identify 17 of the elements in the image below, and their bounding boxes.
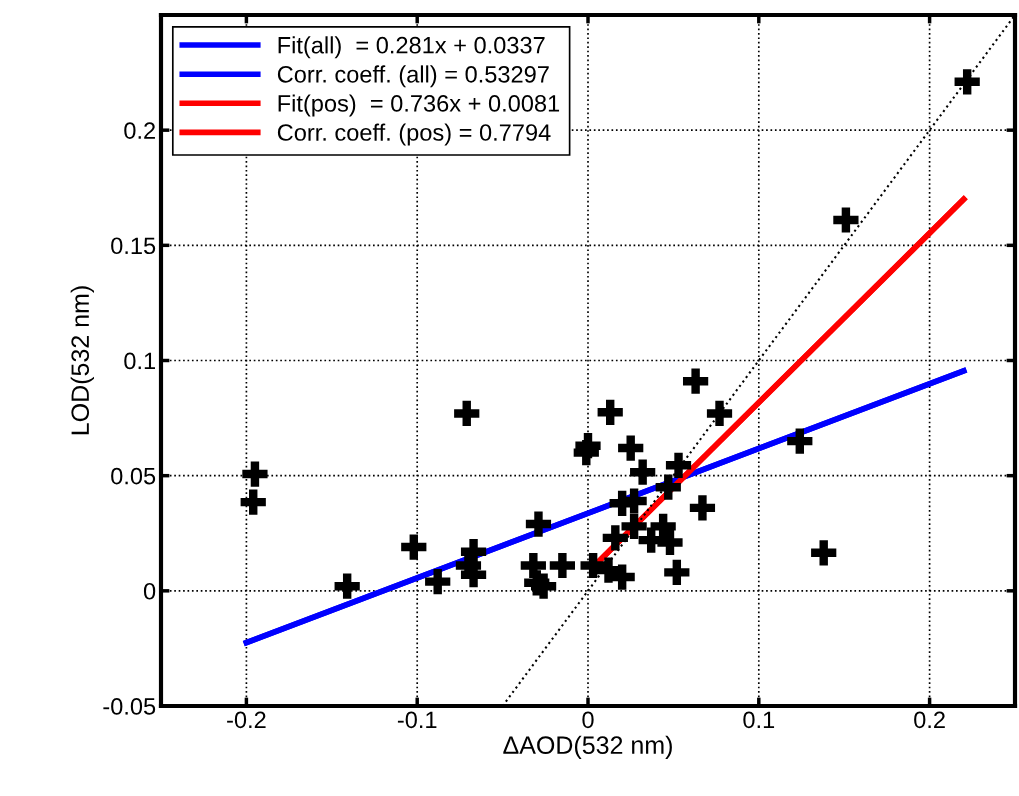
x-tick-label: -0.2 — [227, 711, 266, 729]
legend-label: Fit(all) = 0.281x + 0.0337 — [278, 36, 545, 59]
x-tick-label: 0.2 — [914, 711, 945, 729]
x-axis-title: ΔAOD(532 nm) — [503, 735, 672, 759]
x-tick-label: -0.1 — [397, 711, 437, 729]
y-tick-label: 0.05 — [111, 467, 156, 485]
legend-label: Corr. coeff. (pos) = 0.7794 — [277, 123, 551, 146]
legend-label: Fit(pos) = 0.736x + 0.0081 — [278, 94, 560, 117]
y-tick-label: -0.05 — [103, 698, 156, 715]
y-tick-label: 0.2 — [124, 122, 155, 139]
y-tick-label: 0.1 — [124, 352, 155, 370]
x-tick-label: 0 — [582, 711, 594, 729]
y-tick-label: 0 — [143, 582, 156, 600]
x-tick-label: 0.1 — [743, 711, 775, 729]
legend-label: Corr. coeff. (all) = 0.53297 — [277, 65, 549, 88]
y-tick-label: 0.15 — [111, 237, 156, 255]
y-axis-title: LOD(532 nm) — [70, 286, 94, 435]
